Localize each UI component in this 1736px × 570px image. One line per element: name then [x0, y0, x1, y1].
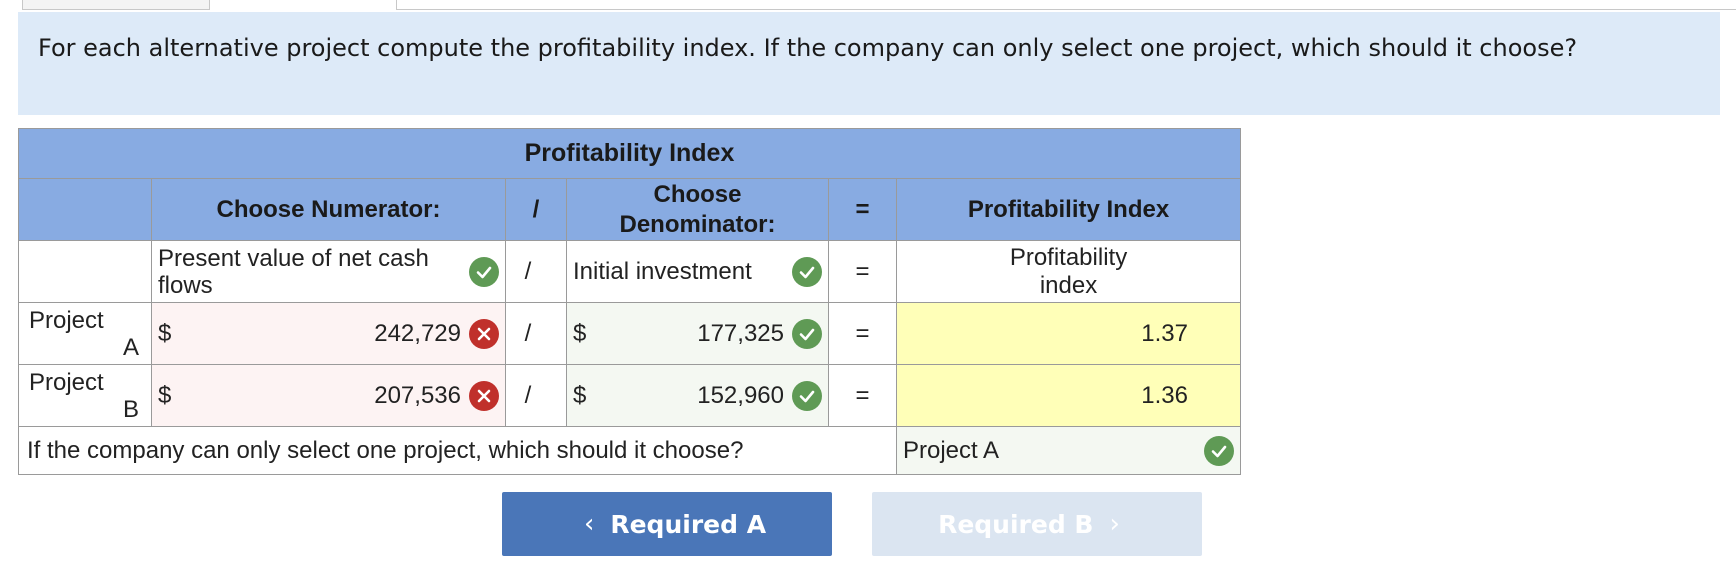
denominator-value: 177,325 [697, 319, 784, 347]
row-label: Project A [18, 302, 152, 365]
table-title: Profitability Index [18, 128, 1241, 179]
tab-right[interactable] [396, 0, 1736, 10]
chevron-left-icon: ‹ [583, 509, 595, 539]
header-equals: = [828, 178, 897, 241]
choice-answer-text: Project A [903, 436, 1000, 464]
tab-left[interactable] [22, 0, 210, 10]
question-text: For each alternative project compute the… [18, 12, 1720, 115]
choice-answer-select[interactable]: Project A [896, 426, 1241, 475]
table-row: Project A $ 242,729 / $ 177,325 = 1.37 [18, 302, 1241, 365]
numerator-selection-text: Present value of net cash flows [158, 244, 429, 299]
divide-symbol: / [505, 364, 567, 427]
sub-blank [18, 240, 152, 303]
numerator-input[interactable]: $ 207,536 [151, 364, 506, 427]
check-icon [1204, 435, 1234, 466]
equals-symbol: = [828, 240, 897, 303]
table-row: Project B $ 207,536 / $ 152,960 = 1.36 [18, 364, 1241, 427]
check-icon [792, 256, 822, 287]
incorrect-icon [469, 380, 499, 411]
check-icon [792, 380, 822, 411]
currency-symbol: $ [158, 381, 172, 409]
denominator-select[interactable]: Initial investment [566, 240, 829, 303]
chevron-right-icon: › [1109, 509, 1120, 539]
header-numerator: Choose Numerator: [151, 178, 506, 241]
required-a-button[interactable]: ‹ Required A [502, 492, 832, 556]
equals-symbol: = [828, 302, 897, 365]
divide-symbol: / [505, 302, 567, 365]
divide-symbol: / [505, 240, 567, 303]
numerator-value: 242,729 [374, 319, 461, 347]
result-value: 1.36 [896, 364, 1241, 427]
equals-symbol: = [828, 364, 897, 427]
incorrect-icon [469, 318, 499, 349]
header-blank [18, 178, 152, 241]
denominator-input[interactable]: $ 177,325 [566, 302, 829, 365]
row-label: Project B [18, 364, 152, 427]
currency-symbol: $ [573, 319, 587, 347]
denominator-value: 152,960 [697, 381, 784, 409]
currency-symbol: $ [573, 381, 587, 409]
numerator-input[interactable]: $ 242,729 [151, 302, 506, 365]
required-b-button[interactable]: Required B › [872, 492, 1202, 556]
header-denominator: Choose Denominator: [566, 178, 829, 241]
denominator-input[interactable]: $ 152,960 [566, 364, 829, 427]
check-icon [469, 256, 499, 287]
required-b-label: Required B [938, 509, 1094, 539]
numerator-select[interactable]: Present value of net cash flows [151, 240, 506, 303]
result-label: Profitability index [896, 240, 1241, 303]
header-result: Profitability Index [896, 178, 1241, 241]
denominator-selection-text: Initial investment [573, 257, 752, 285]
profitability-index-table: Profitability Index Choose Numerator: / … [18, 128, 1241, 475]
choice-question: If the company can only select one proje… [18, 426, 897, 475]
check-icon [792, 318, 822, 349]
numerator-value: 207,536 [374, 381, 461, 409]
tab-strip [0, 0, 1736, 12]
required-a-label: Required A [610, 509, 767, 539]
currency-symbol: $ [158, 319, 172, 347]
result-value: 1.37 [896, 302, 1241, 365]
header-divide: / [505, 178, 567, 241]
